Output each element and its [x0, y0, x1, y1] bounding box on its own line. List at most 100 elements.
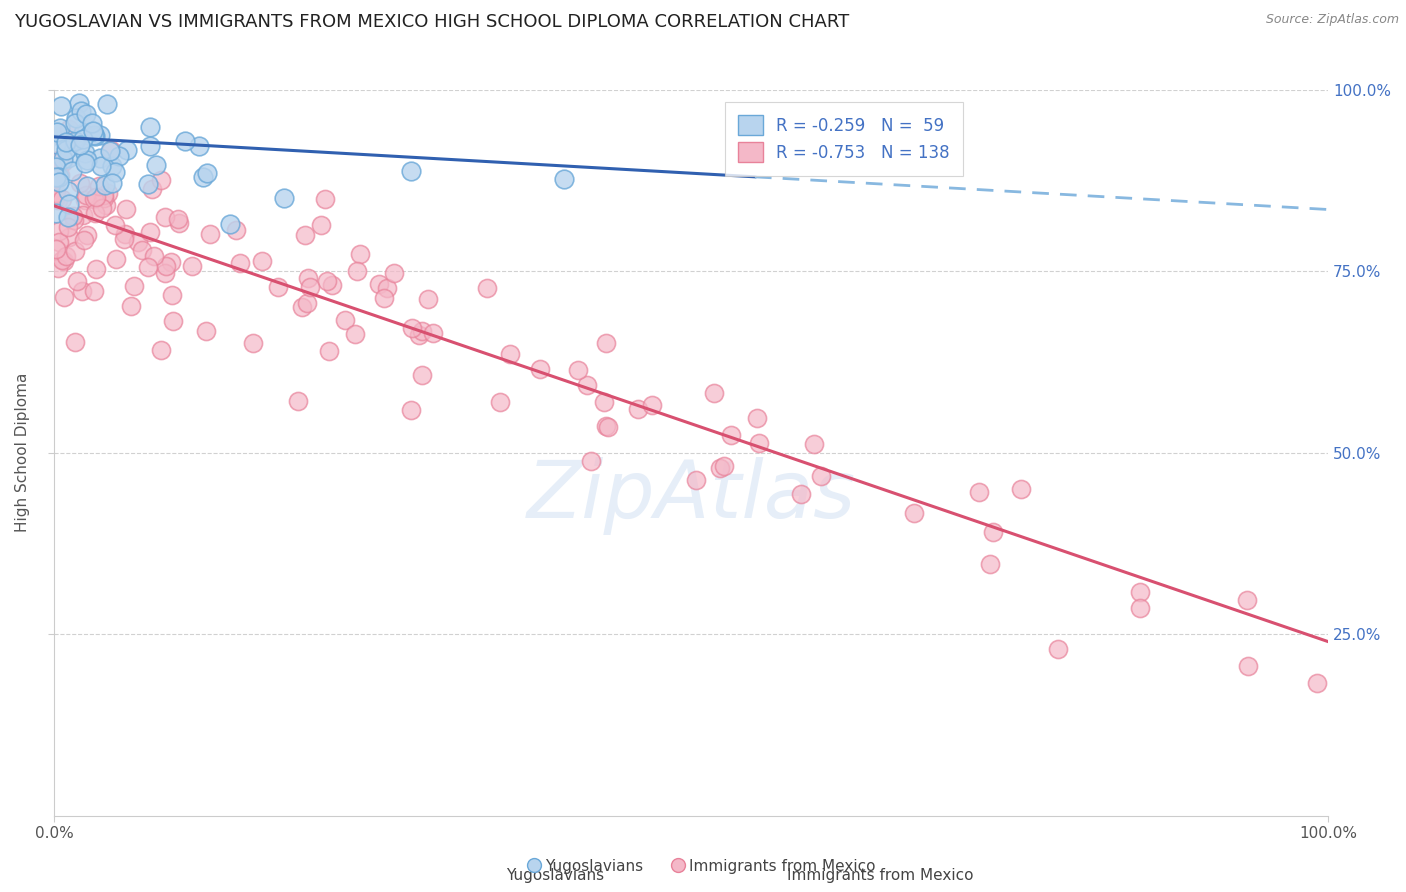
- Point: [576, 378, 599, 392]
- Point: [294, 228, 316, 243]
- Point: [422, 326, 444, 341]
- Point: [82, 116, 104, 130]
- Point: [553, 172, 575, 186]
- Point: [48, 169, 70, 184]
- Point: [51, 192, 73, 206]
- Point: [76, 227, 98, 242]
- Point: [593, 395, 616, 409]
- Point: [499, 347, 522, 361]
- Point: [53, 136, 76, 150]
- Point: [136, 177, 159, 191]
- Point: [72, 126, 94, 140]
- Point: [475, 281, 498, 295]
- Point: [87, 179, 110, 194]
- Point: [89, 128, 111, 142]
- Point: [72, 208, 94, 222]
- Point: [69, 137, 91, 152]
- Point: [375, 281, 398, 295]
- Point: [267, 279, 290, 293]
- Legend: R = -0.259   N =  59, R = -0.753   N = 138: R = -0.259 N = 59, R = -0.753 N = 138: [724, 102, 963, 176]
- Point: [62, 212, 84, 227]
- Point: [75, 107, 97, 121]
- Point: [58, 220, 80, 235]
- Point: [83, 128, 105, 143]
- Point: [48, 153, 70, 167]
- Point: [748, 436, 770, 450]
- Point: [155, 259, 177, 273]
- Point: [114, 227, 136, 241]
- Point: [49, 99, 72, 113]
- Point: [333, 313, 356, 327]
- Point: [810, 468, 832, 483]
- Point: [139, 225, 162, 239]
- Point: [411, 324, 433, 338]
- Point: [58, 197, 80, 211]
- Point: [1129, 601, 1152, 615]
- Point: [73, 233, 96, 247]
- Point: [100, 159, 122, 173]
- Point: [48, 224, 70, 238]
- Point: [167, 216, 190, 230]
- Point: [401, 321, 423, 335]
- Point: [48, 235, 70, 249]
- Point: [60, 164, 83, 178]
- Point: [45, 171, 67, 186]
- Point: [65, 134, 87, 148]
- Point: [69, 176, 91, 190]
- Point: [67, 95, 90, 110]
- Point: [981, 524, 1004, 539]
- Point: [58, 211, 80, 225]
- Point: [51, 153, 73, 167]
- Point: [309, 218, 332, 232]
- Point: [84, 128, 107, 143]
- Point: [745, 411, 768, 425]
- Point: [93, 191, 115, 205]
- Point: [83, 284, 105, 298]
- Point: [45, 242, 67, 256]
- Point: [124, 278, 146, 293]
- Text: YUGOSLAVIAN VS IMMIGRANTS FROM MEXICO HIGH SCHOOL DIPLOMA CORRELATION CHART: YUGOSLAVIAN VS IMMIGRANTS FROM MEXICO HI…: [14, 13, 849, 31]
- Point: [104, 218, 127, 232]
- Point: [181, 259, 204, 273]
- Point: [720, 428, 742, 442]
- Point: [69, 104, 91, 119]
- Point: [86, 190, 108, 204]
- Point: [49, 120, 72, 135]
- Point: [73, 193, 96, 207]
- Point: [967, 485, 990, 500]
- Point: [127, 235, 149, 249]
- Point: [45, 186, 67, 200]
- Point: [65, 112, 87, 126]
- Point: [93, 187, 115, 202]
- Point: [75, 188, 97, 202]
- Point: [160, 288, 183, 302]
- Point: [141, 182, 163, 196]
- Point: [46, 125, 69, 139]
- Point: [45, 161, 67, 176]
- Point: [63, 335, 86, 350]
- Point: [52, 290, 75, 304]
- Point: [90, 202, 112, 216]
- Point: [321, 278, 343, 293]
- Point: [1046, 642, 1069, 657]
- Point: [84, 205, 107, 219]
- Point: [641, 398, 664, 412]
- Point: [94, 178, 117, 193]
- Point: [97, 186, 120, 200]
- Point: [76, 178, 98, 193]
- Point: [287, 393, 309, 408]
- Point: [709, 461, 731, 475]
- Point: [225, 223, 247, 237]
- Point: [52, 154, 75, 169]
- Point: [155, 210, 177, 224]
- Point: [242, 336, 264, 351]
- Point: [579, 453, 602, 467]
- Point: [75, 145, 97, 160]
- Point: [65, 244, 87, 258]
- Point: [58, 140, 80, 154]
- Point: [51, 252, 73, 267]
- Point: [45, 174, 67, 188]
- Point: [1237, 659, 1260, 673]
- Point: [1129, 584, 1152, 599]
- Point: [115, 143, 138, 157]
